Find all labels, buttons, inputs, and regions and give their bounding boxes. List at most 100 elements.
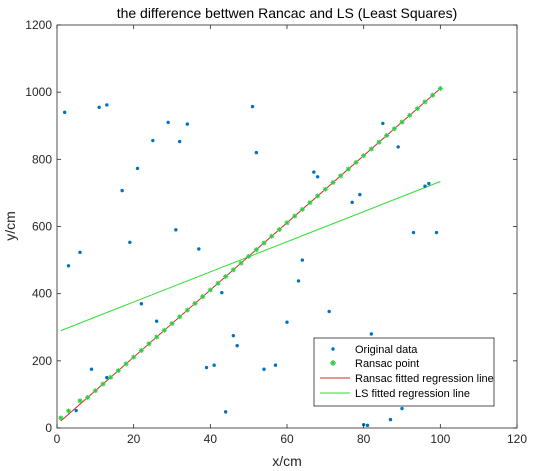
- ransac-point-stroke: [346, 166, 351, 172]
- original-data-point: [197, 247, 201, 251]
- original-data-point: [120, 188, 124, 193]
- y-tick-label: 400: [32, 287, 52, 301]
- ransac-point: [338, 173, 344, 179]
- ransac-point: [391, 126, 397, 132]
- original-data-point: [66, 264, 71, 268]
- original-data-point: [400, 406, 404, 411]
- ransac-point-stroke: [223, 274, 228, 279]
- ransac-point: [368, 146, 374, 152]
- original-data-point: [254, 150, 259, 155]
- y-tick-label: 200: [32, 354, 52, 368]
- original-data-point: [262, 367, 266, 371]
- ransac-point-stroke: [369, 146, 374, 152]
- ransac-point-stroke: [246, 254, 251, 259]
- ransac-point-stroke: [307, 200, 313, 205]
- original-data-point: [212, 363, 216, 367]
- ransac-point: [108, 374, 114, 380]
- ransac-point-stroke: [208, 287, 213, 293]
- ransac-point: [253, 247, 259, 253]
- ransac-point: [123, 361, 129, 367]
- ransac-point: [299, 206, 305, 212]
- ransac-point-stroke: [300, 207, 305, 212]
- legend-marker-original: [331, 347, 335, 351]
- x-tick-label: 60: [280, 432, 294, 446]
- original-data-point: [105, 375, 109, 380]
- ransac-point-stroke: [269, 234, 274, 239]
- legend-marker-ransac-point: [330, 360, 336, 366]
- legend-label-original: Original data: [355, 344, 418, 356]
- ransac-point: [115, 368, 121, 374]
- y-tick-label: 600: [32, 220, 52, 234]
- ransac-point: [169, 321, 175, 327]
- ransac-point-stroke: [77, 398, 83, 403]
- legend-label-ransac-point: Ransac point: [355, 358, 419, 370]
- ransac-point: [246, 253, 252, 259]
- ransac-point-stroke: [93, 388, 98, 393]
- ransac-point: [223, 274, 229, 280]
- ransac-point: [66, 408, 71, 414]
- x-tick-label: 20: [127, 432, 141, 446]
- ransac-point: [376, 139, 382, 145]
- ransac-point: [407, 112, 413, 118]
- original-data-point: [396, 145, 400, 149]
- original-data-point: [105, 103, 109, 107]
- ransac-point: [384, 132, 390, 138]
- ransac-point-stroke: [192, 301, 198, 306]
- original-data-point: [128, 240, 132, 244]
- ransac-point: [184, 307, 190, 313]
- ransac-point-stroke: [58, 415, 63, 421]
- ransac-point-stroke: [338, 173, 343, 178]
- legend-label-ransac-line: Ransac fitted regression line: [355, 373, 494, 385]
- original-data-point: [388, 417, 393, 422]
- original-data-point: [423, 184, 427, 188]
- y-tick-label: 1000: [25, 85, 52, 99]
- original-data-point: [427, 181, 431, 186]
- ransac-point: [100, 381, 106, 387]
- original-data-point: [285, 320, 289, 324]
- ransac-point-stroke: [66, 408, 71, 414]
- original-data-point: [381, 121, 385, 126]
- ransac-point: [261, 240, 267, 246]
- x-axis-label: x/cm: [272, 453, 302, 469]
- ransac-point-stroke: [200, 294, 205, 299]
- original-data-point: [154, 319, 159, 323]
- ransac-point: [215, 280, 221, 286]
- ransac-point-stroke: [392, 126, 397, 131]
- ransac-point-stroke: [185, 307, 190, 313]
- ransac-point-stroke: [100, 381, 106, 387]
- original-data-point: [365, 423, 370, 428]
- y-tick-label: 800: [32, 152, 52, 166]
- ransac-point: [238, 260, 244, 266]
- ransac-point-stroke: [154, 334, 159, 340]
- ransac-point-stroke: [361, 153, 366, 158]
- ransac-point-stroke: [430, 93, 435, 98]
- ransac-point-stroke: [284, 220, 290, 225]
- ransac-point-stroke: [353, 160, 359, 165]
- chart-title: the difference bettwen Rancac and LS (Le…: [117, 5, 458, 21]
- ransac-point: [399, 119, 405, 125]
- ransac-point: [207, 287, 213, 293]
- original-data-point: [139, 302, 144, 306]
- ransac-point: [92, 388, 98, 394]
- ransac-point-stroke: [177, 314, 182, 319]
- ransac-point: [414, 106, 420, 112]
- ransac-point-stroke: [399, 119, 405, 125]
- ransac-point: [430, 92, 436, 98]
- original-data-point: [411, 230, 416, 235]
- ransac-point: [177, 314, 183, 320]
- ransac-point-stroke: [162, 328, 167, 333]
- ransac-point: [138, 347, 144, 353]
- ransac-point-stroke: [415, 106, 420, 111]
- original-data-point: [369, 332, 374, 336]
- ransac-point-stroke: [215, 281, 221, 286]
- y-axis-label: y/cm: [2, 211, 18, 241]
- ransac-point-stroke: [231, 267, 236, 272]
- ransac-point: [269, 233, 275, 239]
- ransac-point-stroke: [376, 140, 382, 145]
- ransac-point: [437, 85, 443, 91]
- original-data-point: [204, 365, 209, 370]
- original-data-point: [250, 104, 255, 109]
- ransac-point: [284, 220, 290, 226]
- ransac-point-stroke: [384, 133, 389, 138]
